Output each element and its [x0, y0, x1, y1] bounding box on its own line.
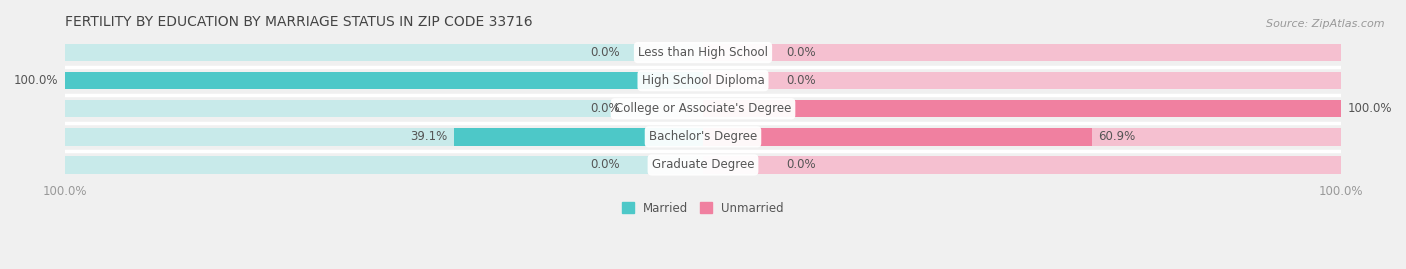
- Text: Less than High School: Less than High School: [638, 46, 768, 59]
- Text: FERTILITY BY EDUCATION BY MARRIAGE STATUS IN ZIP CODE 33716: FERTILITY BY EDUCATION BY MARRIAGE STATU…: [65, 15, 533, 29]
- Bar: [703, 72, 1341, 89]
- Bar: [65, 100, 703, 118]
- Text: 100.0%: 100.0%: [14, 74, 59, 87]
- Text: 0.0%: 0.0%: [786, 74, 815, 87]
- Text: Source: ZipAtlas.com: Source: ZipAtlas.com: [1267, 19, 1385, 29]
- Text: 0.0%: 0.0%: [591, 46, 620, 59]
- Text: Graduate Degree: Graduate Degree: [652, 158, 754, 171]
- Text: 0.0%: 0.0%: [786, 158, 815, 171]
- Text: College or Associate's Degree: College or Associate's Degree: [614, 102, 792, 115]
- Bar: [65, 72, 703, 89]
- Bar: [65, 44, 703, 61]
- Legend: Married, Unmarried: Married, Unmarried: [621, 201, 785, 215]
- Bar: [703, 100, 1341, 118]
- Text: 60.9%: 60.9%: [1098, 130, 1135, 143]
- Text: High School Diploma: High School Diploma: [641, 74, 765, 87]
- Text: 100.0%: 100.0%: [1347, 102, 1392, 115]
- Text: 0.0%: 0.0%: [591, 158, 620, 171]
- Bar: [65, 72, 703, 89]
- Bar: [703, 128, 1341, 146]
- Bar: [703, 100, 1341, 118]
- Bar: [703, 156, 1341, 174]
- Bar: [65, 156, 703, 174]
- Text: 0.0%: 0.0%: [786, 46, 815, 59]
- Bar: [703, 44, 1341, 61]
- Text: Bachelor's Degree: Bachelor's Degree: [650, 130, 756, 143]
- Text: 0.0%: 0.0%: [591, 102, 620, 115]
- Bar: [65, 128, 703, 146]
- Bar: [454, 128, 703, 146]
- Bar: [703, 128, 1091, 146]
- Text: 39.1%: 39.1%: [411, 130, 447, 143]
